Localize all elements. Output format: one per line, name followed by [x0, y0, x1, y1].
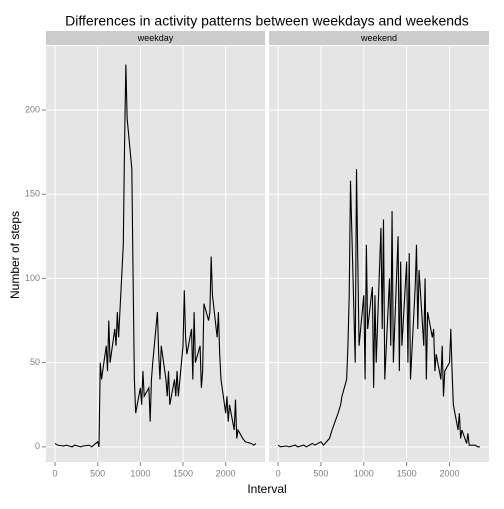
strip [46, 31, 265, 45]
y-tick-label: 200 [25, 104, 40, 114]
x-tick-label: 1500 [397, 468, 417, 478]
x-axis-label: Interval [247, 482, 286, 496]
x-tick-label: 2000 [439, 468, 459, 478]
y-tick-label: 0 [35, 441, 40, 451]
x-tick-label: 2000 [216, 468, 236, 478]
panel [46, 46, 265, 462]
x-tick-label: 1500 [173, 468, 193, 478]
strip-label: weekday [137, 33, 174, 43]
chart-title: Differences in activity patterns between… [65, 13, 469, 29]
data-line [54, 64, 257, 448]
x-tick-label: 1000 [130, 468, 150, 478]
data-line [277, 168, 480, 448]
y-tick-label: 50 [30, 357, 40, 367]
strip [269, 31, 489, 45]
panel [269, 46, 489, 462]
y-tick-label: 150 [25, 189, 40, 199]
x-tick-label: 500 [90, 468, 105, 478]
x-tick-label: 1000 [354, 468, 374, 478]
x-tick-label: 0 [53, 468, 58, 478]
y-axis-label: Number of steps [8, 211, 22, 299]
x-tick-label: 500 [313, 468, 328, 478]
x-tick-label: 0 [276, 468, 281, 478]
y-tick-label: 100 [25, 273, 40, 283]
strip-label: weekend [360, 33, 397, 43]
